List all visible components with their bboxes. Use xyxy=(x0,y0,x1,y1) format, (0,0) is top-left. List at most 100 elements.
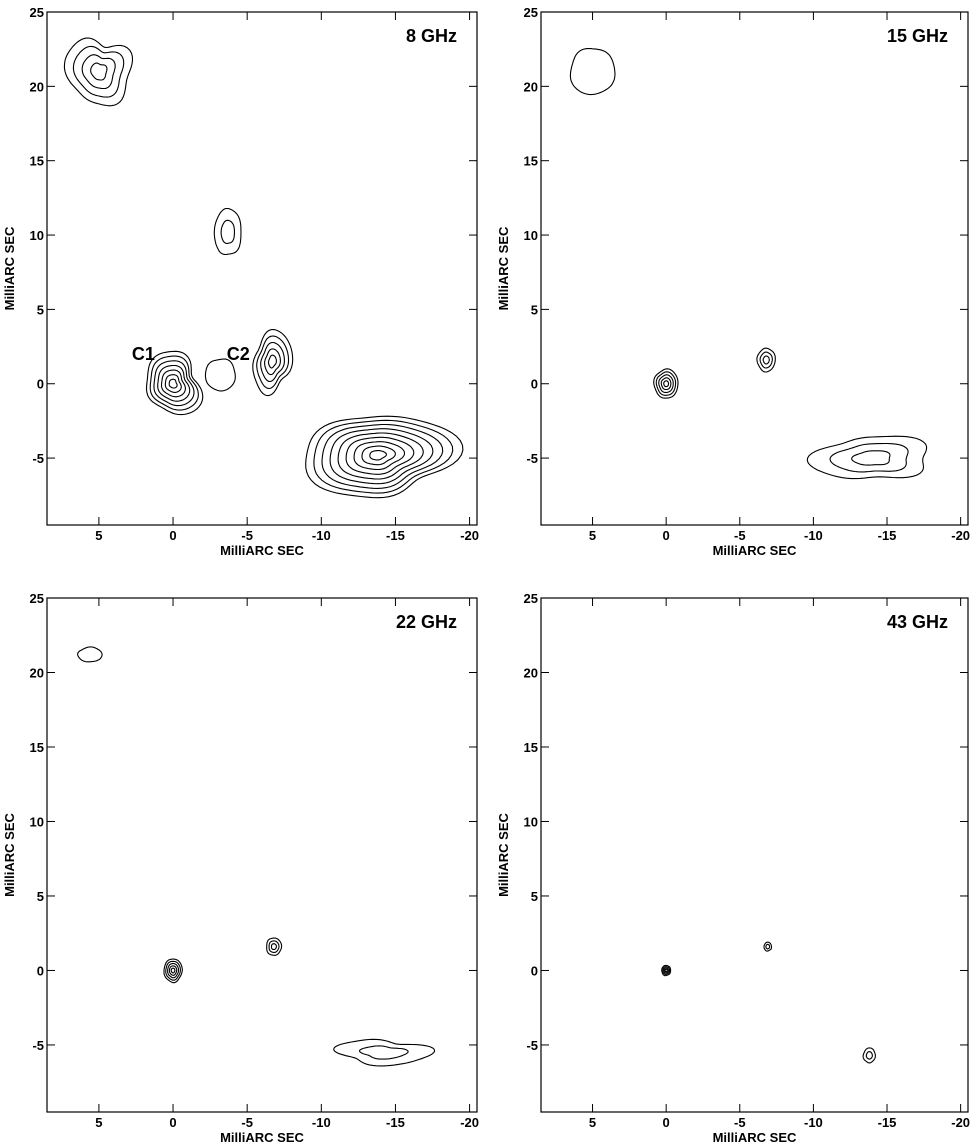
contour-C1 xyxy=(145,350,204,416)
contour-C1 xyxy=(653,368,679,399)
x-tick-label: -15 xyxy=(386,528,405,543)
y-tick-label: 0 xyxy=(37,963,44,978)
contour-level xyxy=(658,374,674,393)
contour-level xyxy=(266,937,283,956)
contour-level xyxy=(865,1051,873,1060)
contour-level xyxy=(220,219,236,244)
x-tick-label: 5 xyxy=(95,528,102,543)
x-tick-label: -15 xyxy=(386,1115,405,1130)
x-tick-label: -5 xyxy=(734,1115,746,1130)
y-tick-label: 25 xyxy=(524,5,538,20)
x-tick-label: 0 xyxy=(663,1115,670,1130)
x-tick-label: -10 xyxy=(804,528,823,543)
y-tick-label: 0 xyxy=(531,963,538,978)
x-tick-label: -20 xyxy=(460,528,479,543)
plot-frame xyxy=(540,11,969,526)
plot-frame xyxy=(46,11,478,526)
y-axis-label: MilliARC SEC xyxy=(496,226,511,310)
y-tick-label: -5 xyxy=(32,1038,44,1053)
x-tick-label: -5 xyxy=(241,528,253,543)
panel-title: 8 GHz xyxy=(406,26,457,46)
panel-22ghz: 22 GHz MilliARC SEC MilliARC SEC 5 0 -5 -10… xyxy=(2,591,479,1145)
contour-level xyxy=(333,1038,436,1067)
y-tick-label: 20 xyxy=(30,79,44,94)
contour-level xyxy=(762,355,770,365)
contour-level xyxy=(213,207,242,256)
annotation-c1: C1 xyxy=(132,344,155,364)
y-tick-label: 5 xyxy=(37,302,44,317)
contour-level xyxy=(260,341,285,383)
contour-jet-sw xyxy=(862,1047,876,1064)
contour-level xyxy=(305,415,464,499)
contour-level xyxy=(63,37,134,107)
x-tick-label: -20 xyxy=(951,1115,970,1130)
x-tick-label: -10 xyxy=(804,1115,823,1130)
contour-jet-nw xyxy=(77,646,103,663)
x-tick-label: -10 xyxy=(312,1115,331,1130)
y-tick-label: 10 xyxy=(524,814,538,829)
contour-level xyxy=(765,943,771,950)
y-tick-label: 0 xyxy=(531,377,538,392)
x-axis-label: MilliARC SEC xyxy=(713,1130,797,1145)
contour-level xyxy=(77,646,103,663)
contour-level xyxy=(256,335,290,390)
x-tick-label: 5 xyxy=(589,1115,596,1130)
contour-level xyxy=(358,1045,409,1060)
x-axis-label: MilliARC SEC xyxy=(713,543,797,558)
contour-level xyxy=(759,351,773,369)
contour-level xyxy=(167,963,180,979)
y-axis-label: MilliARC SEC xyxy=(2,813,17,897)
contour-C2 xyxy=(266,937,283,956)
contour-level xyxy=(361,445,396,466)
contour-level xyxy=(204,358,236,392)
y-tick-label: 20 xyxy=(30,665,44,680)
contour-level xyxy=(660,377,672,391)
contour-level xyxy=(337,432,424,480)
y-tick-label: 25 xyxy=(30,5,44,20)
y-tick-label: 5 xyxy=(37,889,44,904)
contour-level xyxy=(663,967,669,974)
x-tick-label: 0 xyxy=(169,528,176,543)
x-tick-label: 0 xyxy=(169,1115,176,1130)
y-axis-label: MilliARC SEC xyxy=(2,226,17,310)
contour-jet-sw xyxy=(333,1038,436,1067)
plot-frame xyxy=(540,597,969,1113)
contour-level xyxy=(851,450,891,466)
contour-level xyxy=(149,355,199,411)
y-tick-label: 15 xyxy=(30,154,44,169)
contour-level xyxy=(164,374,182,393)
x-tick-label: -10 xyxy=(312,528,331,543)
contour-level xyxy=(663,380,670,388)
y-tick-label: -5 xyxy=(32,451,44,466)
y-tick-label: 10 xyxy=(30,814,44,829)
contour-level xyxy=(569,48,616,96)
y-tick-label: 15 xyxy=(30,740,44,755)
x-tick-label: 0 xyxy=(663,528,670,543)
panel-8ghz: 8 GHz MilliARC SEC MilliARC SEC C1 C2 5 0… xyxy=(2,5,479,558)
contour-level xyxy=(264,348,281,376)
contour-level xyxy=(168,965,178,976)
y-tick-label: 15 xyxy=(524,740,538,755)
contour-jet-nw-knot xyxy=(213,207,242,256)
contour-level xyxy=(655,371,677,396)
contour-C2 xyxy=(252,328,294,397)
contour-jet-nw xyxy=(569,48,616,96)
y-tick-label: 5 xyxy=(531,302,538,317)
contour-C1 xyxy=(661,964,672,977)
x-tick-label: -20 xyxy=(460,1115,479,1130)
contour-level xyxy=(862,1047,876,1064)
contour-jet-sw xyxy=(806,435,928,480)
contour-level xyxy=(662,966,671,975)
contour-level xyxy=(313,419,454,494)
contour-level xyxy=(756,347,776,373)
y-axis-label: MilliARC SEC xyxy=(496,813,511,897)
panel-title: 15 GHz xyxy=(887,26,948,46)
contour-level xyxy=(653,368,679,399)
contour-C1 xyxy=(163,958,183,984)
contour-level xyxy=(168,378,178,389)
contour-level xyxy=(170,967,176,974)
contour-level xyxy=(157,364,191,402)
contour-C2 xyxy=(763,941,773,952)
y-tick-label: 0 xyxy=(37,377,44,392)
